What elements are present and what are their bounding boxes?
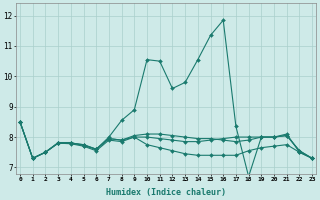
X-axis label: Humidex (Indice chaleur): Humidex (Indice chaleur)	[106, 188, 226, 197]
